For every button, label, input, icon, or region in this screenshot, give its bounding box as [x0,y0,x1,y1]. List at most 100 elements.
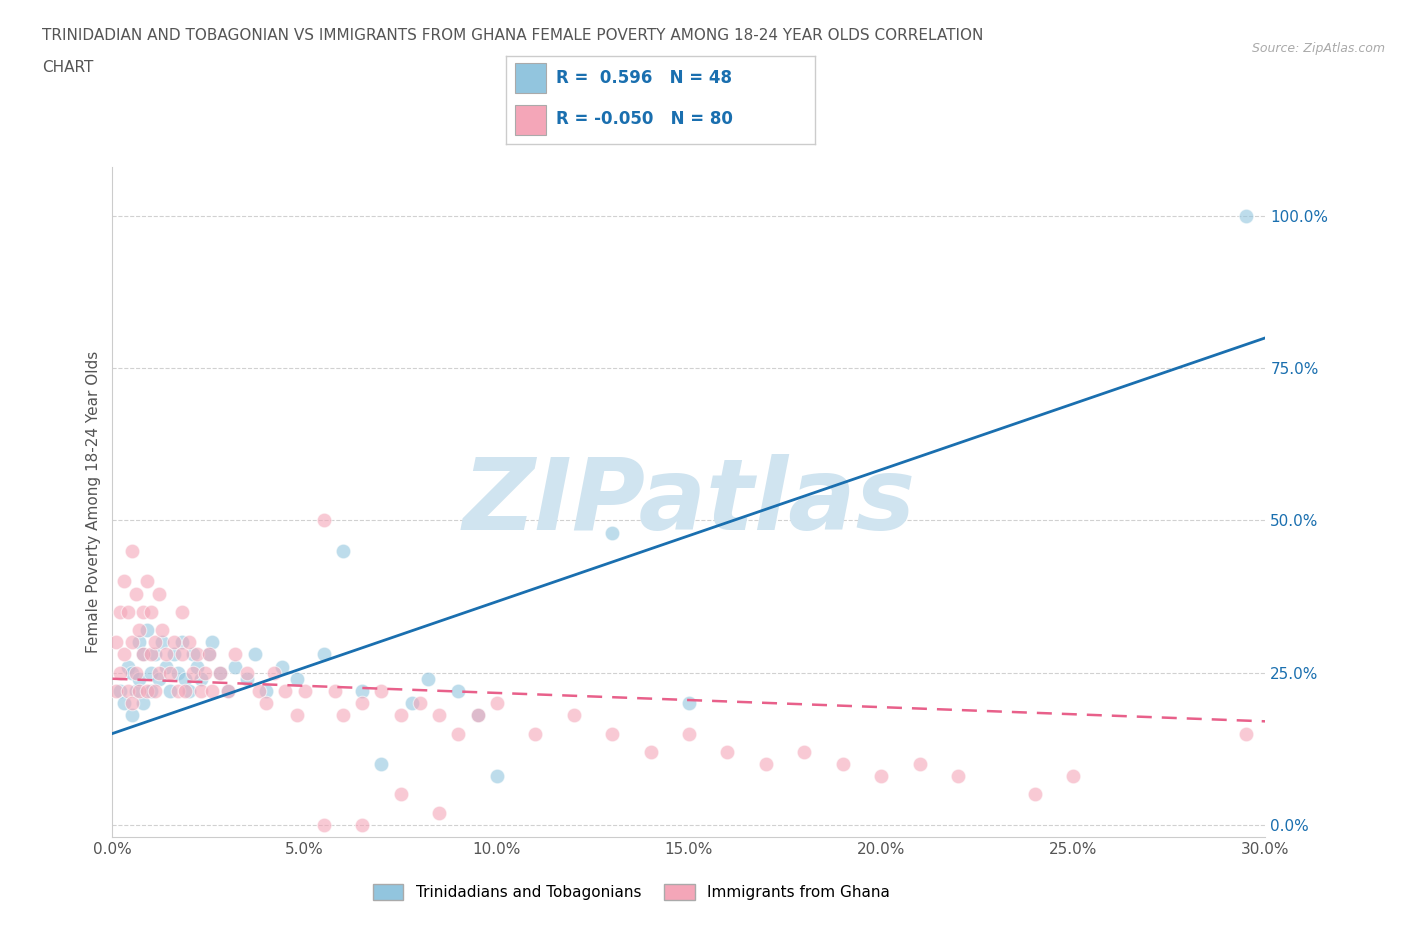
Point [174,671,197,686]
Point [908,756,931,771]
Point [716,744,738,759]
Point [427,708,450,723]
Point [447,726,470,741]
Point [352,817,374,832]
Point [179,684,201,698]
Y-axis label: Female Poverty Among 18-24 Year Olds: Female Poverty Among 18-24 Year Olds [86,352,101,654]
Point [467,708,489,723]
Point [186,659,208,674]
Text: ZIPatlas: ZIPatlas [463,454,915,551]
Point [352,684,374,698]
Point [247,684,270,698]
Point [416,671,439,686]
Point [143,635,166,650]
Point [108,604,131,619]
Point [112,647,135,662]
Point [224,659,246,674]
Point [128,635,150,650]
Point [409,696,432,711]
Point [132,696,155,711]
Point [112,696,135,711]
Point [755,756,778,771]
Point [166,684,188,698]
Point [108,684,131,698]
Point [121,708,143,723]
Point [389,787,412,802]
Text: Source: ZipAtlas.com: Source: ZipAtlas.com [1251,42,1385,55]
Text: TRINIDADIAN AND TOBAGONIAN VS IMMIGRANTS FROM GHANA FEMALE POVERTY AMONG 18-24 Y: TRINIDADIAN AND TOBAGONIAN VS IMMIGRANTS… [42,28,984,43]
Point [389,708,412,723]
Point [121,635,143,650]
Point [139,684,162,698]
Point [139,604,162,619]
Point [831,756,853,771]
Point [332,543,354,558]
Point [132,647,155,662]
Point [217,684,239,698]
Point [274,684,297,698]
Bar [516,105,547,136]
Point [163,647,186,662]
Point [128,622,150,637]
Bar [516,63,547,93]
Point [139,665,162,680]
Point [136,622,159,637]
Point [352,696,374,711]
Point [467,708,489,723]
Point [181,647,204,662]
Point [678,696,700,711]
Point [946,769,969,784]
Point [159,665,181,680]
Point [128,671,150,686]
Point [166,665,188,680]
Point [370,756,392,771]
Point [312,513,335,528]
Point [427,805,450,820]
Point [236,671,259,686]
Point [181,665,204,680]
Point [1234,208,1257,223]
Point [121,543,143,558]
Point [117,604,139,619]
Point [170,604,193,619]
Point [793,744,815,759]
Point [139,647,162,662]
Point [600,525,623,540]
Point [148,671,170,686]
Point [108,665,131,680]
Point [1234,726,1257,741]
Point [132,647,155,662]
Text: CHART: CHART [42,60,94,75]
Point [112,574,135,589]
Point [148,586,170,601]
Point [270,659,292,674]
Point [263,665,285,680]
Point [124,586,146,601]
Point [370,684,392,698]
Point [254,684,277,698]
Point [194,665,217,680]
Point [485,769,508,784]
Point [678,726,700,741]
Point [174,684,197,698]
Point [155,659,177,674]
Point [170,647,193,662]
Point [312,817,335,832]
Point [209,665,232,680]
Point [201,684,224,698]
Point [124,665,146,680]
Point [159,684,181,698]
Point [254,696,277,711]
Point [332,708,354,723]
Point [294,684,316,698]
Point [105,684,128,698]
Point [136,574,159,589]
Point [190,671,212,686]
Point [148,665,170,680]
Point [170,635,193,650]
Point [224,647,246,662]
Text: R = -0.050   N = 80: R = -0.050 N = 80 [555,111,733,128]
Point [447,684,470,698]
Point [870,769,893,784]
Point [197,647,219,662]
